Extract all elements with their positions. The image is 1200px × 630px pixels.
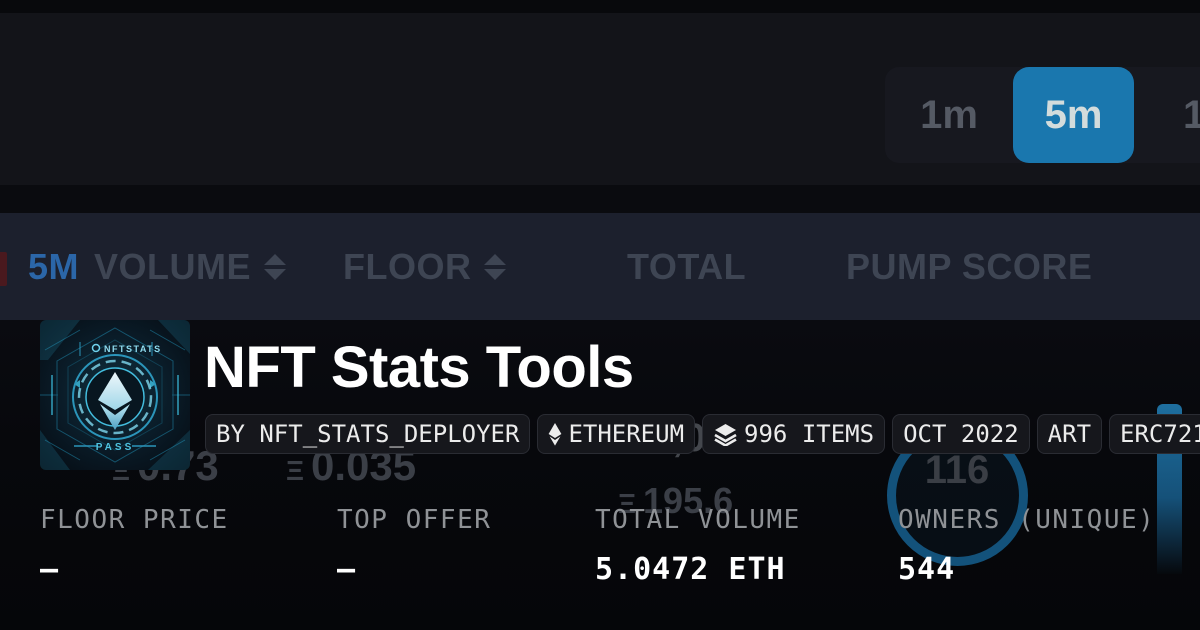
stat-floor-price: FLOOR PRICE – xyxy=(40,505,229,587)
column-header-total[interactable]: TOTAL xyxy=(627,213,746,320)
column-header-total-label: TOTAL xyxy=(627,245,747,287)
tab-5m-active[interactable]: 5m xyxy=(1013,67,1134,163)
badge-items-label: 996 ITEMS xyxy=(744,420,875,448)
layers-icon xyxy=(714,423,737,446)
sort-icon[interactable] xyxy=(484,253,507,280)
stat-total-volume-value: 5.0472 ETH xyxy=(595,552,786,587)
stat-total-volume: TOTAL VOLUME 5.0472 ETH xyxy=(595,505,801,587)
thumbnail-brand-label: NFTSTATS xyxy=(104,344,162,354)
timeframe-prefix: 5M xyxy=(28,245,80,287)
badge-ethereum[interactable]: ETHEREUM xyxy=(537,414,696,454)
dimmed-red-tick xyxy=(0,252,7,286)
table-header-band xyxy=(0,213,1200,320)
badge-ethereum-label: ETHEREUM xyxy=(568,420,685,448)
stat-total-volume-label: TOTAL VOLUME xyxy=(595,505,801,535)
badge-token-standard[interactable]: ERC721 xyxy=(1109,414,1200,454)
badge-category[interactable]: ART xyxy=(1036,414,1103,454)
eth-symbol: Ξ xyxy=(286,455,305,486)
dimmed-pump-score-value: 116 xyxy=(924,448,990,492)
stat-owners: OWNERS (UNIQUE) 544 xyxy=(898,505,1155,587)
badge-category-label: ART xyxy=(1047,420,1092,448)
tab-15m-clipped[interactable]: 15m xyxy=(1183,93,1200,137)
badge-deployer-label: BY NFT_STATS_DEPLOYER xyxy=(216,420,520,448)
column-header-floor[interactable]: FLOOR xyxy=(343,213,507,320)
column-header-volume-label: VOLUME xyxy=(94,245,252,287)
dimmed-total-eth-value: 195.6 xyxy=(643,480,734,521)
stat-owners-label: OWNERS (UNIQUE) xyxy=(898,505,1156,535)
column-header-pump-score[interactable]: PUMP SCORE xyxy=(846,213,1092,320)
column-header-floor-label: FLOOR xyxy=(343,245,472,287)
collection-image: NFTSTATS PASS xyxy=(40,320,190,470)
hero-band xyxy=(0,320,1200,630)
badge-date[interactable]: OCT 2022 xyxy=(892,414,1030,454)
column-header-volume[interactable]: 5M VOLUME xyxy=(28,213,287,320)
dimmed-total-eth: Ξ 195.6 xyxy=(618,480,733,522)
thumbnail-pass-label: PASS xyxy=(96,442,135,453)
stat-top-offer: TOP OFFER – xyxy=(337,505,491,587)
badge-token-standard-label: ERC721 xyxy=(1120,420,1200,448)
stat-top-offer-label: TOP OFFER xyxy=(337,505,492,535)
collection-title: NFT Stats Tools xyxy=(204,335,634,400)
column-header-pump-score-label: PUMP SCORE xyxy=(846,245,1093,287)
badge-date-label: OCT 2022 xyxy=(903,420,1019,448)
stat-floor-price-label: FLOOR PRICE xyxy=(40,505,229,535)
sort-icon[interactable] xyxy=(264,253,287,280)
badge-row: BY NFT_STATS_DEPLOYER ETHEREUM 996 ITEMS… xyxy=(205,414,1200,454)
top-edge-band xyxy=(0,0,1200,13)
eth-symbol: Ξ xyxy=(618,488,637,519)
badge-items[interactable]: 996 ITEMS xyxy=(702,414,886,454)
stat-owners-value: 544 xyxy=(898,552,956,587)
stat-floor-price-value: – xyxy=(40,552,60,587)
stat-top-offer-value: – xyxy=(337,552,357,587)
badge-deployer[interactable]: BY NFT_STATS_DEPLOYER xyxy=(205,414,531,454)
ethereum-icon xyxy=(549,422,562,446)
tab-1m[interactable]: 1m xyxy=(920,93,978,137)
